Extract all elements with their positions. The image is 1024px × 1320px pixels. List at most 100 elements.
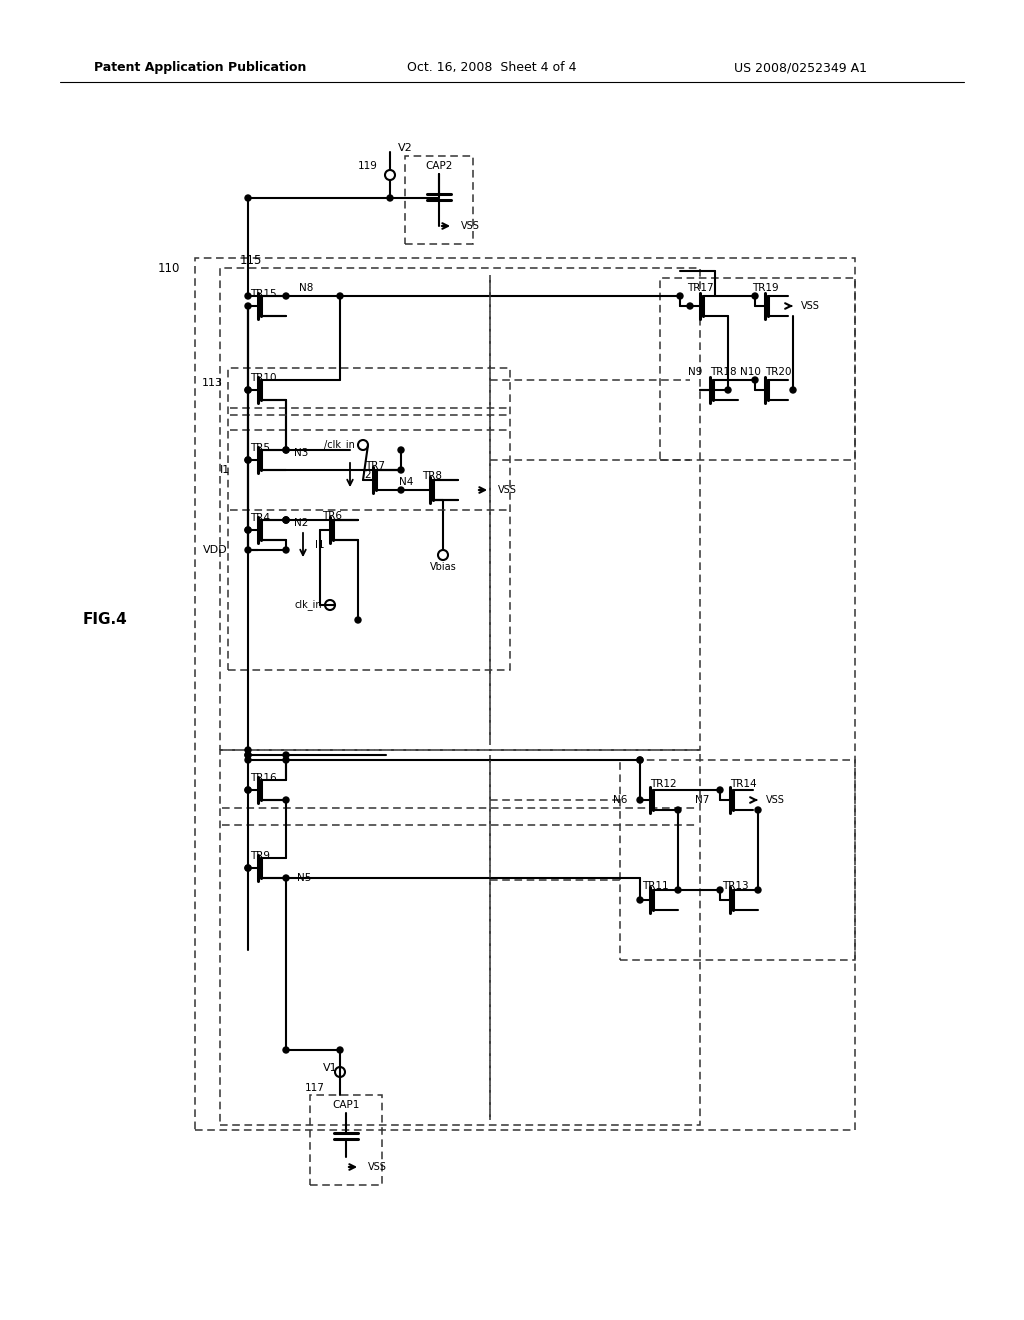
Circle shape xyxy=(355,616,361,623)
Text: N10: N10 xyxy=(739,367,761,378)
Text: N5: N5 xyxy=(297,873,311,883)
Circle shape xyxy=(245,293,251,300)
Bar xyxy=(660,279,855,459)
Circle shape xyxy=(687,304,693,309)
Circle shape xyxy=(245,756,251,763)
Text: TR5: TR5 xyxy=(250,444,270,453)
Circle shape xyxy=(717,887,723,894)
Circle shape xyxy=(675,887,681,894)
Circle shape xyxy=(283,756,289,763)
Text: 117: 117 xyxy=(305,1082,325,1093)
Bar xyxy=(620,760,855,960)
Circle shape xyxy=(283,517,289,523)
Circle shape xyxy=(245,546,251,553)
Circle shape xyxy=(283,447,289,453)
Text: N9: N9 xyxy=(688,367,702,378)
Bar xyxy=(220,750,700,1125)
Circle shape xyxy=(755,807,761,813)
Text: CAP1: CAP1 xyxy=(333,1100,359,1110)
Circle shape xyxy=(245,787,251,793)
Text: TR9: TR9 xyxy=(250,851,270,861)
Circle shape xyxy=(398,467,404,473)
Text: /clk_in: /clk_in xyxy=(325,440,355,450)
Text: I1: I1 xyxy=(315,540,325,550)
Circle shape xyxy=(245,387,251,393)
Circle shape xyxy=(337,293,343,300)
Text: clk_in: clk_in xyxy=(294,599,322,610)
Text: VDD: VDD xyxy=(204,545,228,554)
Circle shape xyxy=(637,797,643,803)
Circle shape xyxy=(245,387,251,393)
Circle shape xyxy=(755,887,761,894)
Text: TR19: TR19 xyxy=(752,282,778,293)
Circle shape xyxy=(283,546,289,553)
Circle shape xyxy=(245,747,251,752)
Text: TR16: TR16 xyxy=(250,774,276,783)
Circle shape xyxy=(283,752,289,758)
Circle shape xyxy=(637,756,643,763)
Text: V1: V1 xyxy=(323,1063,337,1073)
Circle shape xyxy=(245,457,251,463)
Text: US 2008/0252349 A1: US 2008/0252349 A1 xyxy=(733,62,866,74)
Circle shape xyxy=(245,787,251,793)
Bar xyxy=(228,368,510,671)
Text: TR17: TR17 xyxy=(687,282,714,293)
Circle shape xyxy=(637,756,643,763)
Bar xyxy=(406,156,473,244)
Bar xyxy=(310,1096,382,1185)
Text: VSS: VSS xyxy=(801,301,820,312)
Text: I1: I1 xyxy=(220,465,230,475)
Text: TR8: TR8 xyxy=(422,471,442,480)
Text: TR13: TR13 xyxy=(722,880,749,891)
Text: I2: I2 xyxy=(362,470,372,480)
Circle shape xyxy=(245,527,251,533)
Circle shape xyxy=(387,195,393,201)
Circle shape xyxy=(337,1047,343,1053)
Text: N3: N3 xyxy=(294,447,308,458)
Circle shape xyxy=(398,447,404,453)
Circle shape xyxy=(245,752,251,758)
Circle shape xyxy=(675,807,681,813)
Circle shape xyxy=(245,457,251,463)
Text: 113: 113 xyxy=(202,378,223,388)
Text: VSS: VSS xyxy=(368,1162,387,1172)
Text: N7: N7 xyxy=(695,795,710,805)
Text: 119: 119 xyxy=(358,161,378,172)
Circle shape xyxy=(725,387,731,393)
Circle shape xyxy=(283,797,289,803)
Text: VSS: VSS xyxy=(766,795,784,805)
Circle shape xyxy=(637,898,643,903)
Text: TR15: TR15 xyxy=(250,289,276,300)
Text: TR12: TR12 xyxy=(650,779,677,789)
Text: Oct. 16, 2008  Sheet 4 of 4: Oct. 16, 2008 Sheet 4 of 4 xyxy=(408,62,577,74)
Text: Patent Application Publication: Patent Application Publication xyxy=(94,62,306,74)
Circle shape xyxy=(283,293,289,300)
Circle shape xyxy=(752,293,758,300)
Text: TR14: TR14 xyxy=(730,779,757,789)
Circle shape xyxy=(245,527,251,533)
Circle shape xyxy=(283,447,289,453)
Circle shape xyxy=(398,487,404,492)
Bar xyxy=(195,257,855,1130)
Text: N6: N6 xyxy=(612,795,627,805)
Text: 115: 115 xyxy=(240,253,262,267)
Text: N4: N4 xyxy=(398,477,414,487)
Circle shape xyxy=(283,1047,289,1053)
Text: TR11: TR11 xyxy=(642,880,669,891)
Text: 110: 110 xyxy=(158,261,180,275)
Circle shape xyxy=(790,387,796,393)
Text: N2: N2 xyxy=(294,517,308,528)
Text: TR20: TR20 xyxy=(765,367,792,378)
Text: VSS: VSS xyxy=(498,484,517,495)
Circle shape xyxy=(283,875,289,880)
Text: TR4: TR4 xyxy=(250,513,270,523)
Circle shape xyxy=(677,293,683,300)
Circle shape xyxy=(245,195,251,201)
Circle shape xyxy=(245,752,251,758)
Text: N8: N8 xyxy=(299,282,313,293)
Text: TR7: TR7 xyxy=(365,461,385,471)
Text: Vbias: Vbias xyxy=(430,562,457,572)
Circle shape xyxy=(717,787,723,793)
Text: TR6: TR6 xyxy=(322,511,342,521)
Text: V2: V2 xyxy=(398,143,413,153)
